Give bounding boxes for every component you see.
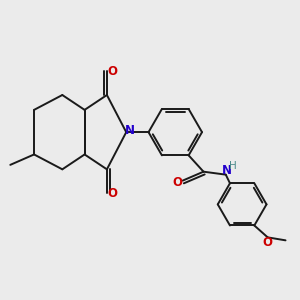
- Text: O: O: [263, 236, 273, 249]
- Text: H: H: [229, 161, 237, 171]
- Text: O: O: [172, 176, 182, 189]
- Text: N: N: [125, 124, 135, 137]
- Text: N: N: [222, 164, 232, 177]
- Text: O: O: [107, 65, 117, 78]
- Text: O: O: [107, 187, 117, 200]
